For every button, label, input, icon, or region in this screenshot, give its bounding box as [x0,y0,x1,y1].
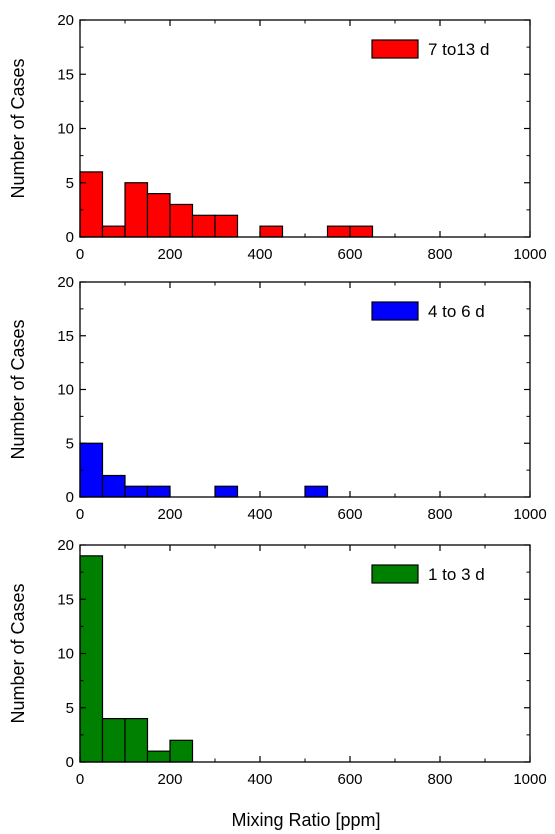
legend-label: 4 to 6 d [428,302,485,321]
y-tick-label: 5 [66,435,74,452]
y-axis-label: Number of Cases [8,583,28,723]
bar [124,182,149,238]
bar [146,750,171,763]
y-axis-label: Number of Cases [8,319,28,459]
bar [146,193,171,238]
y-tick-label: 5 [66,700,74,717]
histogram-panel-2: 0 200 400 600 800 1000 0 5 10 15 20 Number of Cases… [8,274,547,523]
histogram-panel-1: 0 200 400 600 800 1000 0 5 10 15 20 Number of Cases… [8,12,547,263]
bar [191,214,216,238]
bar [101,474,126,498]
x-tick-label: 400 [247,506,272,523]
bar [79,171,104,238]
x-tick-label: 800 [427,771,452,788]
y-tick-label: 15 [57,591,74,608]
x-tick-label: 0 [76,246,84,263]
bar [101,717,126,763]
y-tick-label: 20 [57,537,74,554]
bar [124,717,149,763]
y-tick-label: 15 [57,328,74,345]
histogram-panel-3: 0 200 400 600 800 1000 0 5 10 15 20 Number of Cases… [8,537,547,788]
bar [101,225,126,238]
x-tick-label: 1000 [513,771,546,788]
y-axis-label: Number of Cases [8,58,28,198]
x-tick-label: 400 [247,246,272,263]
x-tick-label: 0 [76,506,84,523]
x-tick-label: 800 [427,506,452,523]
x-tick-label: 0 [76,771,84,788]
bar [169,739,194,763]
x-tick-label: 400 [247,771,272,788]
bar [259,225,284,238]
bar [304,485,329,498]
y-tick-label: 0 [66,489,74,506]
legend-label: 1 to 3 d [428,565,485,584]
y-tick-label: 0 [66,754,74,771]
bar [124,485,149,498]
x-tick-label: 600 [337,246,362,263]
legend-swatch [371,564,419,584]
x-tick-label: 1000 [513,246,546,263]
x-tick-label: 200 [157,246,182,263]
x-axis-label: Mixing Ratio [ppm] [231,810,380,830]
x-tick-label: 1000 [513,506,546,523]
y-tick-label: 20 [57,12,74,29]
bar [326,225,351,238]
legend-swatch [371,301,419,321]
y-tick-label: 5 [66,175,74,192]
bar [214,485,239,498]
x-tick-label: 200 [157,771,182,788]
bar [349,225,374,238]
y-tick-label: 10 [57,646,74,663]
x-tick-label: 200 [157,506,182,523]
y-tick-label: 10 [57,382,74,399]
bar [79,555,104,763]
y-tick-label: 20 [57,274,74,291]
bar [214,214,239,238]
bar [169,203,194,238]
bar [146,485,171,498]
legend-swatch [371,39,419,59]
y-tick-label: 15 [57,66,74,83]
legend-label: 7 to13 d [428,40,489,59]
x-tick-label: 600 [337,771,362,788]
y-tick-label: 0 [66,229,74,246]
x-tick-label: 800 [427,246,452,263]
y-tick-label: 10 [57,121,74,138]
x-tick-label: 600 [337,506,362,523]
